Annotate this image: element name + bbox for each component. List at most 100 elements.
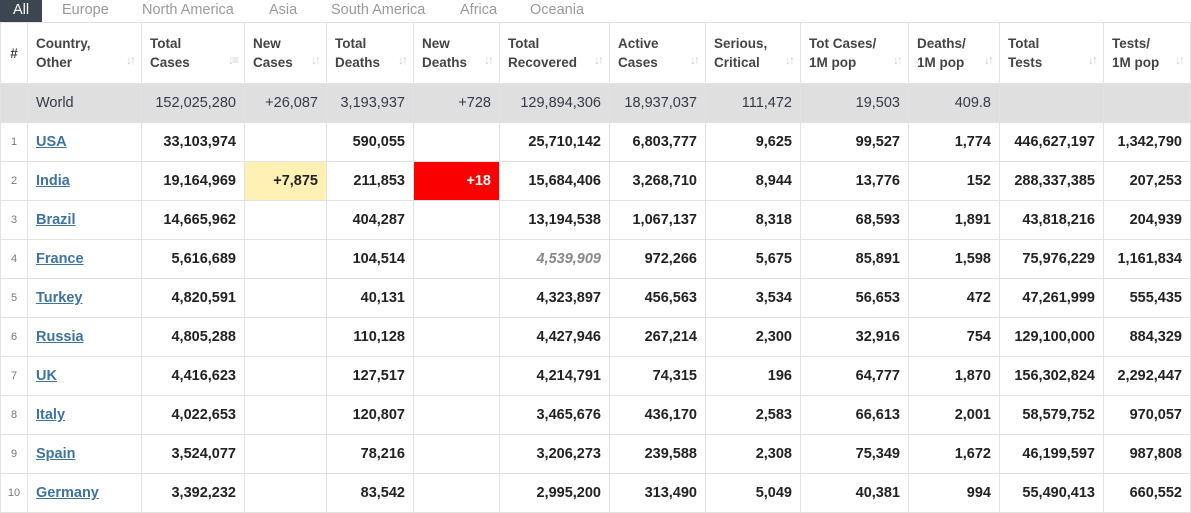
header-col-total-tests[interactable]: Total Tests ↓↑: [999, 22, 1104, 84]
world-new-deaths: +728: [413, 83, 500, 123]
cell-total-recovered: 13,194,538: [499, 200, 610, 240]
header-col-total-recovered[interactable]: Total Recovered ↓↑: [499, 22, 610, 84]
cell-total-tests: 58,579,752: [999, 395, 1104, 435]
sort-icon[interactable]: ↓↑: [484, 53, 494, 67]
header-col-new-cases[interactable]: New Cases ↓↑: [244, 22, 327, 84]
header-label: Total Cases: [150, 34, 236, 72]
sort-desc-icon[interactable]: ↓≡: [227, 53, 239, 67]
header-label-line2: Deaths: [335, 55, 381, 70]
cell-total-cases: 3,524,077: [141, 434, 245, 474]
table-row: 6 Russia 4,805,288 110,128 4,427,946 267,214 2…: [0, 317, 1191, 357]
country-link[interactable]: Brazil: [36, 212, 76, 228]
header-label-line1: Active: [618, 36, 659, 51]
cell-total-deaths: 104,514: [326, 239, 414, 279]
table-row: 4 France 5,616,689 104,514 4,539,909 972,266 5…: [0, 239, 1191, 279]
header-col-serious-critical[interactable]: Serious, Critical ↓↑: [705, 22, 801, 84]
cell-total-recovered: 3,465,676: [499, 395, 610, 435]
cell-deaths-per-1m: 1,870: [908, 356, 1000, 396]
header-label: Tests/1M pop: [1112, 34, 1182, 72]
header-col-active-cases[interactable]: Active Cases ↓↑: [609, 22, 706, 84]
cell-tests-per-1m: 660,552: [1103, 473, 1191, 513]
header-label-line1: Tests/: [1112, 36, 1151, 51]
row-rank: 1: [0, 122, 28, 162]
cell-total-recovered: 4,427,946: [499, 317, 610, 357]
world-tests-per-1m: [1103, 83, 1191, 123]
sort-icon[interactable]: ↓↑: [311, 53, 321, 67]
sort-icon[interactable]: ↓↑: [1175, 53, 1185, 67]
cell-total-deaths: 120,807: [326, 395, 414, 435]
country-link[interactable]: USA: [36, 134, 67, 150]
header-col-country[interactable]: Country, Other ↓↑: [27, 22, 142, 84]
tab-all[interactable]: All: [0, 0, 42, 22]
header-col-total-cases[interactable]: Total Cases ↓≡: [141, 22, 245, 84]
cell-new-cases: [244, 434, 327, 474]
header-col-total-deaths[interactable]: Total Deaths ↓↑: [326, 22, 414, 84]
cell-total-cases: 4,820,591: [141, 278, 245, 318]
tab-south-america[interactable]: South America: [331, 2, 426, 18]
country-link[interactable]: Russia: [36, 329, 84, 345]
sort-icon[interactable]: ↓↑: [594, 53, 604, 67]
cell-total-cases: 19,164,969: [141, 161, 245, 201]
country-link[interactable]: Italy: [36, 407, 66, 423]
cell-serious-critical: 196: [705, 356, 801, 396]
header-col-new-deaths[interactable]: New Deaths ↓↑: [413, 22, 500, 84]
tab-europe[interactable]: Europe: [62, 2, 109, 18]
cell-serious-critical: 2,300: [705, 317, 801, 357]
world-new-cases: +26,087: [244, 83, 327, 123]
country-link[interactable]: Spain: [36, 446, 76, 462]
cell-cases-per-1m: 99,527: [800, 122, 909, 162]
tab-oceania[interactable]: Oceania: [530, 2, 585, 18]
sort-icon[interactable]: ↓↑: [1088, 53, 1098, 67]
header-label-line2: Deaths: [422, 55, 468, 70]
cell-active-cases: 456,563: [609, 278, 706, 318]
cell-total-cases: 5,616,689: [141, 239, 245, 279]
cell-new-cases: [244, 200, 327, 240]
cell-cases-per-1m: 40,381: [800, 473, 909, 513]
sort-icon[interactable]: ↓↑: [785, 53, 795, 67]
country-link[interactable]: Turkey: [36, 290, 83, 306]
cell-new-cases: [244, 395, 327, 435]
cell-total-tests: 43,818,216: [999, 200, 1104, 240]
cell-new-cases: [244, 356, 327, 396]
header-label-line2: Cases: [150, 55, 190, 70]
sort-icon[interactable]: ↓↑: [984, 53, 994, 67]
cell-cases-per-1m: 13,776: [800, 161, 909, 201]
header-label-line2: Other: [36, 55, 73, 70]
header-label-line2: Tests: [1008, 55, 1043, 70]
header-label: Total Recovered: [508, 34, 601, 72]
cell-total-cases: 33,103,974: [141, 122, 245, 162]
cell-tests-per-1m: 884,329: [1103, 317, 1191, 357]
country-link[interactable]: Germany: [36, 485, 99, 501]
table-row: 8 Italy 4,022,653 120,807 3,465,676 436,170 2,…: [0, 395, 1191, 435]
cell-total-recovered: 4,323,897: [499, 278, 610, 318]
country-link[interactable]: UK: [36, 368, 57, 384]
sort-icon[interactable]: ↓↑: [690, 53, 700, 67]
country-link[interactable]: France: [36, 251, 84, 267]
tab-africa[interactable]: Africa: [460, 2, 498, 18]
cell-active-cases: 1,067,137: [609, 200, 706, 240]
world-country: World: [27, 83, 142, 123]
header-col-cases-per-1m[interactable]: Tot Cases/1M pop ↓↑: [800, 22, 909, 84]
country-link[interactable]: India: [36, 173, 70, 189]
sort-icon[interactable]: ↓↑: [398, 53, 408, 67]
cell-serious-critical: 2,583: [705, 395, 801, 435]
world-total-tests: [999, 83, 1104, 123]
cell-new-deaths: [413, 395, 500, 435]
row-rank: 5: [0, 278, 28, 318]
sort-icon[interactable]: ↓↑: [893, 53, 903, 67]
header-col-tests-per-1m[interactable]: Tests/1M pop ↓↑: [1103, 22, 1191, 84]
cell-deaths-per-1m: 754: [908, 317, 1000, 357]
header-label-line1: Total: [508, 36, 540, 51]
tab-asia[interactable]: Asia: [269, 2, 298, 18]
cell-new-cases: [244, 122, 327, 162]
cell-total-deaths: 110,128: [326, 317, 414, 357]
header-col-rank[interactable]: #: [0, 22, 28, 84]
cell-cases-per-1m: 64,777: [800, 356, 909, 396]
cell-deaths-per-1m: 1,672: [908, 434, 1000, 474]
row-rank: 4: [0, 239, 28, 279]
cell-new-deaths: [413, 317, 500, 357]
table-row: 7 UK 4,416,623 127,517 4,214,791 74,315 196 64,…: [0, 356, 1191, 396]
header-col-deaths-per-1m[interactable]: Deaths/1M pop ↓↑: [908, 22, 1000, 84]
tab-north-america[interactable]: North America: [142, 2, 234, 18]
sort-icon[interactable]: ↓↑: [126, 53, 136, 67]
